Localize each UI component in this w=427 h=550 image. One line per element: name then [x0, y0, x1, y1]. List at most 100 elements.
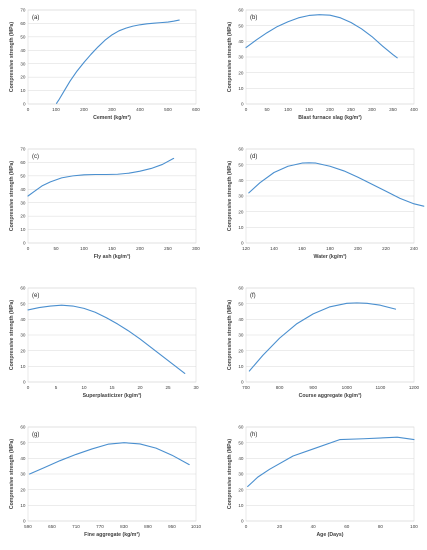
x-tick-label: 350 — [389, 107, 397, 112]
chart-panel-8: 0 10 20 30 40 50 60 0 20 40 60 80 100 Age (Days) Compr… — [227, 425, 418, 538]
x-axis-label: Fine aggregate (kg/m³) — [84, 532, 140, 538]
y-tick-label: 10 — [20, 503, 26, 508]
chart-panel-5: 0 10 20 30 40 50 60 0 5 10 15 20 25 30 Superplasticize… — [9, 286, 199, 399]
x-tick-label: 240 — [410, 246, 418, 251]
y-axis-label: Compressive strength (MPa) — [9, 22, 15, 93]
plot-frame — [245, 9, 415, 105]
x-tick-label: 300 — [192, 246, 200, 251]
y-tick-label: 40 — [20, 456, 26, 461]
y-tick-label: 20 — [20, 487, 26, 492]
x-tick-label: 400 — [410, 107, 418, 112]
y-tick-label: 40 — [20, 48, 26, 53]
x-tick-label: 710 — [72, 524, 80, 529]
y-tick-label: 50 — [20, 440, 26, 445]
y-axis-label: Compressive strength (MPa) — [227, 300, 233, 371]
series-line — [245, 14, 398, 59]
plot-frame — [245, 287, 415, 383]
y-tick-label: 40 — [238, 317, 244, 322]
x-tick-label: 0 — [27, 107, 30, 112]
y-tick-label: 20 — [238, 209, 244, 214]
y-tick-label: 0 — [241, 519, 244, 524]
x-tick-label: 900 — [309, 385, 317, 390]
y-tick-label: 20 — [20, 75, 26, 80]
x-tick-label: 200 — [80, 107, 88, 112]
x-tick-label: 100 — [284, 107, 292, 112]
x-tick-label: 600 — [192, 107, 200, 112]
y-tick-label: 0 — [23, 102, 26, 107]
panel-label: (d) — [250, 154, 257, 160]
y-tick-label: 40 — [238, 178, 244, 183]
x-tick-label: 800 — [276, 385, 284, 390]
x-tick-label: 770 — [96, 524, 104, 529]
x-tick-label: 30 — [193, 385, 199, 390]
y-tick-label: 60 — [20, 425, 26, 430]
chart-panel-3: 0 10 20 30 40 50 60 70 0 50 100 150 200 250 300 Fly ash… — [9, 147, 200, 260]
chart-panel-2: 0 10 20 30 40 50 60 0 50 100 150 200 250 300 350 400 Bla… — [227, 8, 418, 121]
panel-label: (c) — [32, 154, 39, 160]
x-tick-label: 0 — [27, 246, 30, 251]
y-tick-label: 70 — [20, 8, 26, 13]
y-tick-label: 0 — [23, 241, 26, 246]
y-tick-label: 60 — [238, 286, 244, 291]
x-tick-label: 650 — [48, 524, 56, 529]
x-axis-label: Course aggregate (kg/m³) — [299, 393, 362, 399]
y-tick-label: 0 — [241, 380, 244, 385]
x-tick-label: 150 — [305, 107, 313, 112]
x-tick-label: 40 — [311, 524, 317, 529]
y-tick-label: 30 — [20, 333, 26, 338]
series-line — [29, 442, 190, 475]
series-line — [247, 436, 415, 488]
y-tick-label: 60 — [238, 147, 244, 152]
x-tick-label: 60 — [344, 524, 350, 529]
x-tick-label: 160 — [298, 246, 306, 251]
x-tick-label: 1200 — [409, 385, 420, 390]
x-tick-label: 1000 — [342, 385, 353, 390]
plot-frame — [245, 148, 415, 244]
x-axis-label: Superplasticizer (kg/m³) — [83, 393, 142, 399]
y-tick-label: 20 — [20, 214, 26, 219]
y-axis-label: Compressive strength (MPa) — [9, 439, 15, 510]
series-line — [56, 19, 180, 104]
y-tick-label: 10 — [238, 225, 244, 230]
y-tick-label: 30 — [20, 61, 26, 66]
y-tick-label: 60 — [238, 8, 244, 13]
series-line — [248, 162, 425, 207]
x-tick-label: 10 — [81, 385, 87, 390]
series-line — [248, 302, 397, 372]
panel-label: (a) — [32, 15, 39, 21]
x-tick-label: 120 — [242, 246, 250, 251]
y-tick-label: 30 — [20, 472, 26, 477]
chart-panel-7: 0 10 20 30 40 50 60 590 650 710 770 830 890 950 1010 Fi… — [9, 425, 202, 538]
y-tick-label: 20 — [238, 70, 244, 75]
y-tick-label: 50 — [20, 301, 26, 306]
x-tick-label: 25 — [165, 385, 171, 390]
plot-frame — [27, 9, 197, 105]
x-tick-label: 80 — [378, 524, 384, 529]
y-tick-label: 0 — [23, 380, 26, 385]
x-tick-label: 140 — [270, 246, 278, 251]
x-tick-label: 300 — [108, 107, 116, 112]
panel-label: (g) — [32, 432, 39, 438]
panel-label: (e) — [32, 293, 39, 299]
x-tick-label: 200 — [354, 246, 362, 251]
y-tick-label: 40 — [238, 456, 244, 461]
y-tick-label: 60 — [20, 160, 26, 165]
x-tick-label: 20 — [277, 524, 283, 529]
x-axis-label: Fly ash (kg/m³) — [94, 254, 131, 260]
y-tick-label: 40 — [20, 317, 26, 322]
x-tick-label: 1010 — [191, 524, 202, 529]
x-tick-label: 50 — [264, 107, 270, 112]
x-tick-label: 400 — [136, 107, 144, 112]
y-axis-label: Compressive strength (MPa) — [9, 161, 15, 232]
x-axis-label: Cement (kg/m³) — [93, 115, 131, 121]
y-tick-label: 10 — [20, 88, 26, 93]
x-tick-label: 0 — [245, 524, 248, 529]
y-axis-label: Compressive strength (MPa) — [227, 161, 233, 232]
y-tick-label: 30 — [238, 472, 244, 477]
y-tick-label: 50 — [20, 34, 26, 39]
y-tick-label: 10 — [238, 503, 244, 508]
x-axis-label: Water (kg/m³) — [314, 254, 347, 260]
y-tick-label: 30 — [238, 55, 244, 60]
series-line — [27, 157, 175, 197]
series-line — [27, 304, 186, 374]
